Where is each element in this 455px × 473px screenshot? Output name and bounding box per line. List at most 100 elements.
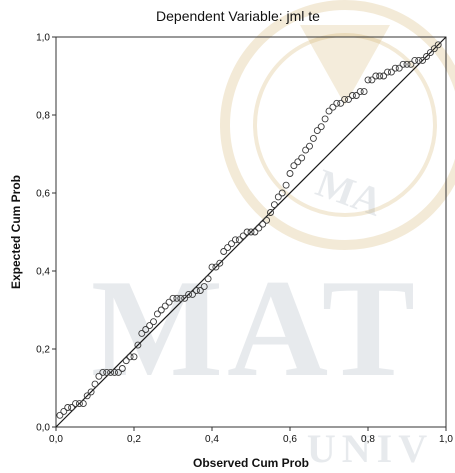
data-point bbox=[224, 244, 232, 252]
data-point bbox=[200, 283, 208, 291]
x-tick-label: 0,6 bbox=[283, 434, 297, 445]
data-point bbox=[181, 294, 189, 302]
data-point bbox=[372, 72, 380, 80]
data-point bbox=[345, 95, 352, 103]
data-point bbox=[255, 224, 263, 232]
data-point bbox=[341, 95, 349, 103]
data-point bbox=[430, 45, 438, 53]
data-point bbox=[99, 368, 107, 376]
data-point bbox=[130, 353, 138, 361]
watermark-large-text: MAT bbox=[91, 251, 419, 406]
data-point bbox=[142, 326, 150, 333]
data-point bbox=[321, 115, 329, 123]
data-point bbox=[134, 341, 142, 349]
data-point bbox=[169, 294, 177, 302]
data-point bbox=[348, 92, 356, 99]
data-point bbox=[196, 287, 204, 294]
data-point bbox=[75, 400, 83, 408]
data-point bbox=[247, 228, 255, 236]
data-point bbox=[333, 99, 341, 107]
reference-line bbox=[55, 36, 447, 428]
data-point bbox=[360, 88, 368, 96]
data-point bbox=[150, 318, 157, 326]
data-point bbox=[231, 236, 239, 244]
data-point bbox=[302, 146, 310, 154]
data-point bbox=[111, 368, 118, 376]
data-point bbox=[177, 294, 185, 302]
data-point bbox=[165, 298, 173, 306]
y-tick-label: 0,2 bbox=[36, 345, 50, 356]
data-point bbox=[309, 134, 317, 142]
data-point bbox=[204, 275, 212, 283]
data-point bbox=[423, 53, 430, 60]
data-point bbox=[161, 302, 169, 310]
data-point bbox=[290, 162, 298, 170]
data-point bbox=[235, 236, 243, 244]
chart-title: Dependent Variable: jml te bbox=[156, 8, 320, 24]
data-point bbox=[282, 181, 290, 189]
data-point bbox=[212, 263, 220, 271]
x-tick-label: 0,0 bbox=[49, 434, 63, 445]
data-point bbox=[426, 49, 434, 57]
x-tick-label: 0,8 bbox=[361, 434, 375, 445]
data-point bbox=[192, 287, 200, 294]
data-point bbox=[317, 123, 325, 131]
data-point bbox=[337, 99, 345, 107]
data-point bbox=[294, 158, 302, 166]
data-point bbox=[91, 380, 99, 388]
data-point bbox=[352, 92, 360, 99]
data-points bbox=[56, 41, 442, 419]
data-point bbox=[286, 170, 294, 177]
data-point bbox=[395, 64, 403, 72]
watermark-seal: MA bbox=[220, 0, 455, 250]
data-point bbox=[60, 407, 68, 415]
data-point bbox=[220, 248, 228, 255]
data-point bbox=[259, 220, 267, 228]
data-point bbox=[298, 154, 306, 162]
data-point bbox=[56, 411, 64, 419]
data-point bbox=[376, 72, 384, 80]
watermark-small-text: UNIV bbox=[307, 426, 433, 471]
data-point bbox=[157, 306, 165, 314]
x-axis-title: Observed Cum Prob bbox=[193, 456, 309, 470]
data-point bbox=[208, 263, 216, 271]
data-point bbox=[419, 56, 427, 64]
data-point bbox=[325, 107, 333, 115]
data-point bbox=[107, 368, 115, 376]
reference-line-group bbox=[55, 36, 447, 428]
data-point bbox=[64, 404, 72, 411]
data-point bbox=[138, 329, 146, 337]
data-point bbox=[87, 388, 95, 396]
watermark-seal-text: MA bbox=[311, 160, 389, 225]
data-point bbox=[368, 76, 376, 84]
data-point bbox=[216, 259, 224, 267]
y-tick-label: 1,0 bbox=[36, 33, 50, 44]
data-point bbox=[313, 127, 321, 135]
x-axis: 0,0 0,2 0,4 0,6 0,8 1,0 bbox=[49, 427, 453, 445]
data-point bbox=[95, 372, 103, 380]
data-point bbox=[189, 290, 196, 298]
data-point bbox=[72, 400, 79, 408]
data-point bbox=[306, 142, 313, 150]
data-point bbox=[146, 322, 154, 330]
data-point bbox=[122, 357, 130, 365]
data-point bbox=[411, 56, 419, 64]
y-tick-label: 0,6 bbox=[36, 189, 50, 200]
data-point bbox=[356, 88, 364, 96]
data-point bbox=[228, 240, 235, 248]
data-point bbox=[267, 209, 274, 216]
data-point bbox=[278, 189, 286, 197]
data-point bbox=[79, 400, 87, 408]
data-point bbox=[83, 392, 91, 400]
data-point bbox=[270, 201, 278, 209]
data-point bbox=[243, 228, 251, 236]
data-point bbox=[391, 64, 399, 72]
plot-area bbox=[55, 36, 447, 428]
data-point bbox=[173, 294, 181, 302]
data-point bbox=[329, 103, 337, 111]
data-point bbox=[364, 76, 372, 84]
data-point bbox=[153, 310, 161, 318]
data-point bbox=[407, 60, 415, 68]
data-point bbox=[434, 41, 442, 49]
y-axis-title: Expected Cum Prob bbox=[9, 175, 23, 289]
